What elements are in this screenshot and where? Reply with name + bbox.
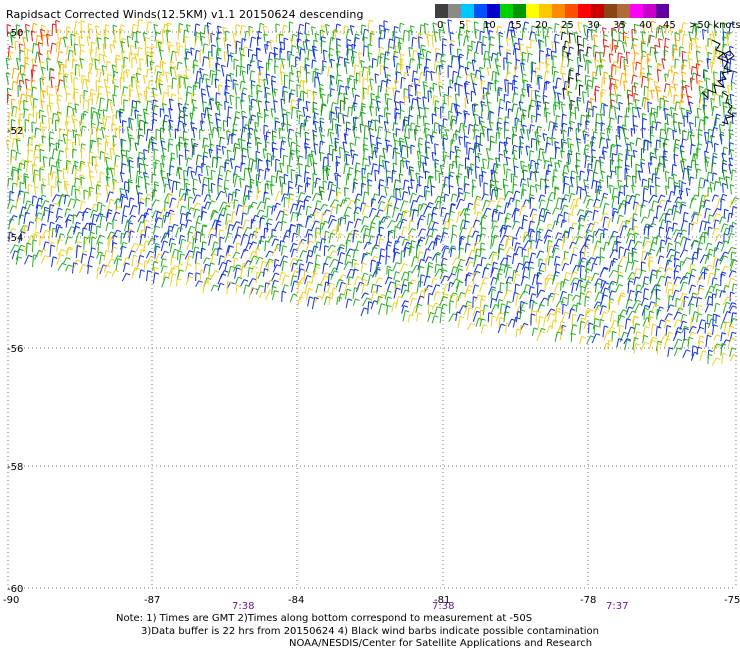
legend-swatch (526, 4, 539, 18)
note-line: Note: 1) Times are GMT 2)Times along bot… (116, 613, 533, 624)
note-line: NOAA/NESDIS/Center for Satellite Applica… (289, 638, 593, 649)
lat-axis-labels: -50 -52 -54 -56 -58 -60 (7, 28, 23, 595)
legend-swatch (552, 4, 565, 18)
legend-swatch (565, 4, 578, 18)
page-title: Rapidsact Corrected Winds(12.5KM) v1.1 2… (6, 8, 364, 21)
legend-swatch (539, 4, 552, 18)
legend-swatch (487, 4, 500, 18)
time-label: 7:38 (432, 601, 454, 612)
lat-label: -56 (7, 344, 23, 355)
lon-label: -81 (434, 595, 450, 606)
legend-swatch (474, 4, 487, 18)
legend-swatch (578, 4, 591, 18)
lat-label: -52 (7, 126, 23, 137)
legend-swatch (643, 4, 656, 18)
wind-barbs-layer (5, 19, 739, 366)
legend-swatch (461, 4, 474, 18)
legend-label: 15 (509, 20, 522, 31)
legend-label: 5 (459, 20, 466, 31)
wind-speed-legend: 0 5 10 15 20 25 30 35 40 45 >50 knots (435, 4, 740, 34)
legend-label: 45 (663, 20, 676, 31)
legend-swatch (435, 4, 448, 18)
legend-swatch (591, 4, 604, 18)
lon-label: -78 (580, 595, 596, 606)
legend-label: 30 (587, 20, 600, 31)
legend-label: 35 (613, 20, 626, 31)
legend-swatch (630, 4, 643, 18)
lat-label: -54 (7, 233, 23, 244)
legend-label: 0 (437, 20, 444, 31)
time-label: 7:37 (606, 601, 628, 612)
lat-lon-grid (7, 31, 737, 589)
legend-swatch (500, 4, 513, 18)
legend-labels: 0 5 10 15 20 25 30 35 40 45 >50 knots (435, 20, 740, 34)
lat-label: -60 (7, 584, 23, 595)
lat-label: -58 (7, 462, 23, 473)
time-labels: 7:38 7:38 7:37 (232, 601, 628, 612)
lon-label: -87 (144, 595, 160, 606)
legend-swatch (617, 4, 630, 18)
lon-label: -75 (724, 595, 740, 606)
lon-label: -84 (288, 595, 304, 606)
legend-swatch (513, 4, 526, 18)
legend-swatch (448, 4, 461, 18)
lon-label: -90 (3, 595, 19, 606)
legend-color-bar (435, 4, 669, 18)
legend-label: 25 (561, 20, 574, 31)
legend-label: >50 knots (689, 20, 740, 31)
legend-swatch (656, 4, 669, 18)
legend-label: 40 (639, 20, 652, 31)
legend-swatch (604, 4, 617, 18)
time-label: 7:38 (232, 601, 254, 612)
coastline-fragment (701, 39, 736, 125)
lon-axis-labels: -90 -87 -84 -81 -78 -75 (3, 595, 740, 606)
legend-label: 20 (535, 20, 548, 31)
legend-label: 10 (483, 20, 496, 31)
lat-label: -50 (7, 28, 23, 39)
note-line: 3)Data buffer is 22 hrs from 20150624 4)… (141, 626, 599, 637)
